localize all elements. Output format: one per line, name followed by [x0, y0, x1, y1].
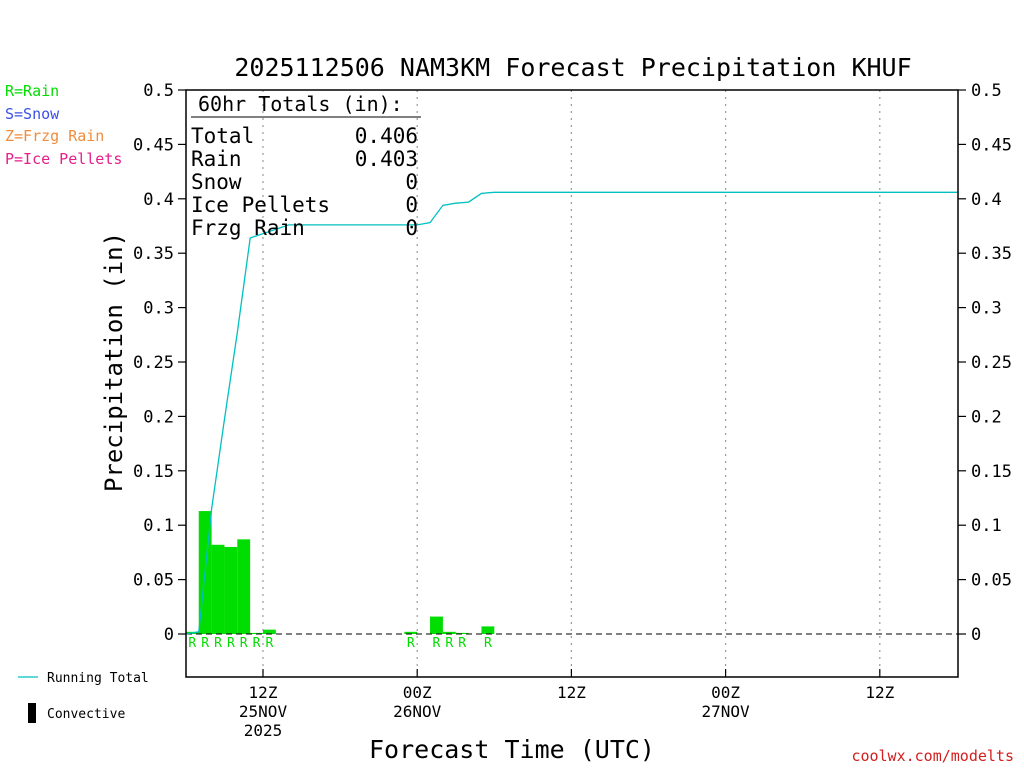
precip-bar — [404, 631, 418, 634]
x-tick-label: 25NOV — [239, 702, 288, 721]
y-tick-label-left: 0.05 — [133, 571, 174, 591]
y-tick-label-right: 0.35 — [971, 244, 1012, 264]
y-tick-label-right: 0 — [971, 625, 981, 645]
legend-convective-label: Convective — [47, 707, 125, 722]
precip-type-label: R — [253, 636, 261, 651]
totals-frzg-label: Frzg Rain — [191, 216, 305, 240]
totals-box: 60hr Totals (in): Total 0.406 Rain 0.403… — [191, 92, 421, 240]
precip-bar — [237, 539, 251, 634]
x-tick-label: 12Z — [557, 683, 586, 702]
precip-bar — [430, 616, 443, 634]
precip-type-label: R — [484, 636, 492, 651]
precip-bar — [442, 631, 456, 634]
totals-total-value: 0.406 — [355, 124, 418, 148]
precip-type-label: R — [214, 636, 222, 651]
key-rain: R=Rain — [5, 82, 59, 100]
totals-snow-label: Snow — [191, 170, 242, 194]
running-total-line — [185, 191, 958, 635]
y-tick-label-left: 0.2 — [143, 407, 174, 427]
x-tick-label: 2025 — [244, 721, 283, 740]
y-tick-label-left: 0.1 — [143, 516, 174, 536]
legend-running-total-label: Running Total — [47, 671, 149, 686]
precip-type-label: R — [458, 636, 466, 651]
y-tick-label-right: 0.45 — [971, 135, 1012, 155]
precip-type-label: R — [188, 636, 196, 651]
precip-bars — [185, 511, 495, 634]
precip-type-label: R — [407, 636, 415, 651]
totals-total-label: Total — [191, 124, 254, 148]
totals-ice-value: 0 — [405, 193, 418, 217]
x-tick-label: 00Z — [403, 683, 432, 702]
y-tick-label-left: 0.25 — [133, 353, 174, 373]
totals-rain-value: 0.403 — [355, 147, 418, 171]
y-tick-label-right: 0.1 — [971, 516, 1002, 536]
y-tick-label-left: 0.4 — [143, 190, 174, 210]
y-tick-label-left: 0.15 — [133, 462, 174, 482]
y-tick-label-right: 0.5 — [971, 81, 1002, 101]
credit-text: coolwx.com/modelts — [851, 747, 1014, 765]
precip-bar — [481, 626, 495, 634]
y-tick-label-left: 0.3 — [143, 299, 174, 319]
right-y-axis: 0 0.05 0.1 0.15 0.2 0.25 0.3 0.35 0.4 0.45 0.5 — [958, 81, 1012, 645]
y-tick-label-right: 0.2 — [971, 407, 1002, 427]
x-tick-label: 00Z — [711, 683, 740, 702]
precip-bar — [263, 629, 276, 634]
y-tick-label-right: 0.15 — [971, 462, 1012, 482]
key-snow: S=Snow — [5, 105, 60, 123]
precip-type-label: R — [240, 636, 248, 651]
totals-header: 60hr Totals (in): — [198, 92, 403, 116]
totals-snow-value: 0 — [405, 170, 418, 194]
y-tick-label-left: 0.5 — [143, 81, 174, 101]
totals-frzg-value: 0 — [405, 216, 418, 240]
precip-type-key: R=Rain S=Snow Z=Frzg Rain P=Ice Pellets — [5, 82, 122, 168]
precip-type-label: R — [201, 636, 209, 651]
totals-rain-label: Rain — [191, 147, 242, 171]
precip-bar — [211, 544, 225, 634]
y-tick-label-left: 0 — [164, 625, 174, 645]
chart-legend: Running Total Convective — [18, 671, 149, 723]
totals-ice-label: Ice Pellets — [191, 193, 330, 217]
y-tick-label-right: 0.25 — [971, 353, 1012, 373]
left-y-axis: 0 0.05 0.1 0.15 0.2 0.25 0.3 0.35 0.4 0.45 0.5 — [133, 81, 186, 645]
precip-bar — [455, 632, 469, 634]
x-tick-label: 26NOV — [393, 702, 442, 721]
precip-type-label: R — [227, 636, 235, 651]
y-tick-label-right: 0.4 — [971, 190, 1002, 210]
legend-convective-swatch — [28, 703, 36, 723]
y-tick-label-right: 0.05 — [971, 571, 1012, 591]
key-ice-pellets: P=Ice Pellets — [5, 150, 122, 168]
key-frzg-rain: Z=Frzg Rain — [5, 127, 104, 145]
x-axis-label: Forecast Time (UTC) — [369, 735, 655, 764]
chart-title: 2025112506 NAM3KM Forecast Precipitation… — [234, 53, 911, 82]
vertical-grid-lines — [262, 90, 881, 677]
y-tick-label-left: 0.35 — [133, 244, 174, 264]
precip-type-label: R — [266, 636, 274, 651]
precip-type-label: R — [433, 636, 441, 651]
x-tick-label: 27NOV — [702, 702, 751, 721]
precip-bar — [250, 632, 263, 634]
precip-bar — [224, 546, 238, 634]
x-tick-label: 12Z — [865, 683, 894, 702]
y-tick-label-left: 0.45 — [133, 135, 174, 155]
x-tick-label: 12Z — [249, 683, 278, 702]
y-tick-label-right: 0.3 — [971, 299, 1002, 319]
y-axis-label: Precipitation (in) — [100, 232, 128, 492]
precip-type-label: R — [445, 636, 453, 651]
